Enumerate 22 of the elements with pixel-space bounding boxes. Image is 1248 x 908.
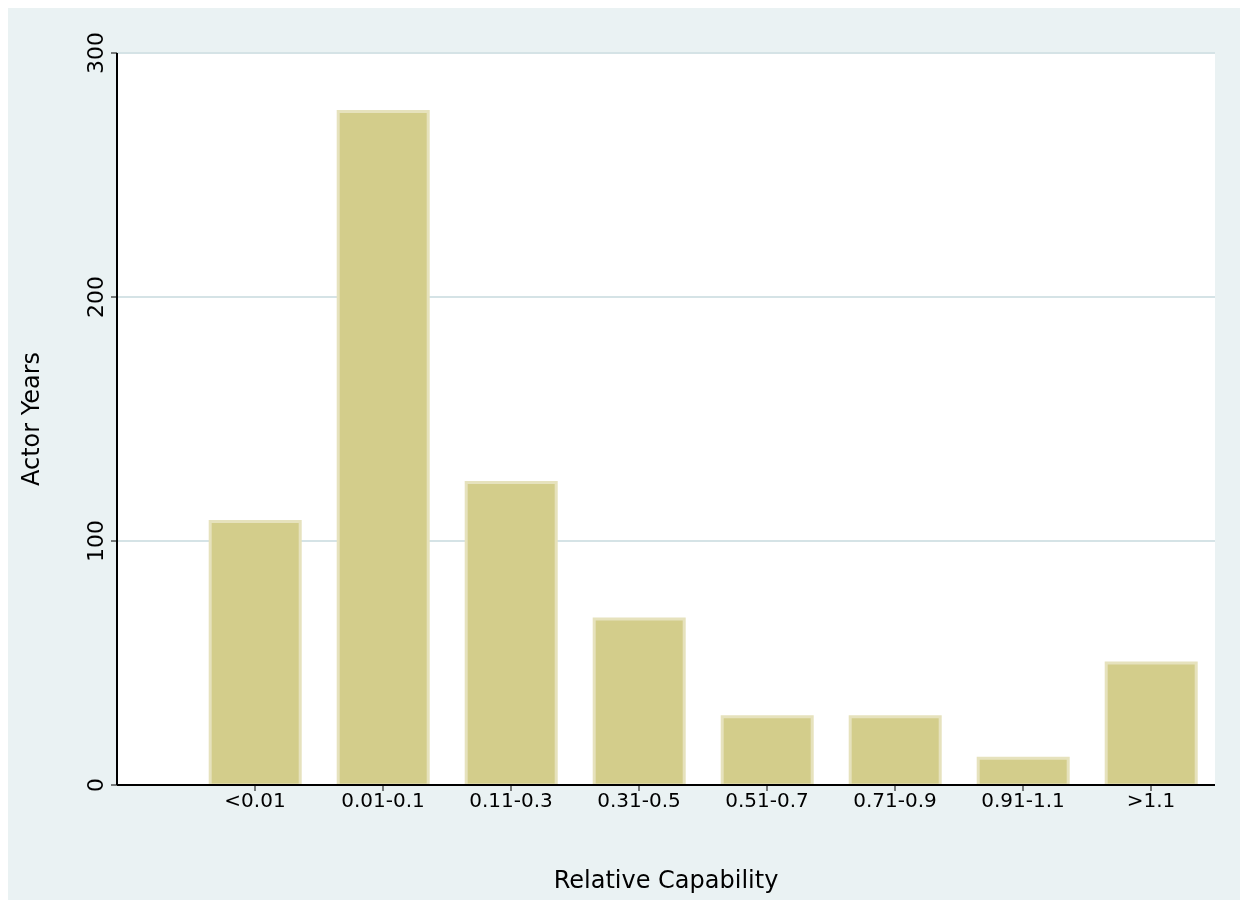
y-tick-label: 200 xyxy=(83,276,108,318)
x-tick-label: 0.51-0.7 xyxy=(725,788,809,813)
x-tick-label: 0.31-0.5 xyxy=(597,788,681,813)
bar xyxy=(464,480,558,785)
y-tick-label: 100 xyxy=(83,520,108,562)
bar xyxy=(976,756,1070,785)
x-tick-label: <0.01 xyxy=(224,788,286,813)
y-axis-title: Actor Years xyxy=(16,351,45,487)
x-axis-title: Relative Capability xyxy=(553,866,779,894)
bar xyxy=(592,617,686,785)
x-tick-label: 0.71-0.9 xyxy=(853,788,937,813)
y-tick-label: 0 xyxy=(83,778,108,792)
bar xyxy=(208,519,302,785)
bar xyxy=(848,715,942,785)
x-tick-label: >1.1 xyxy=(1126,788,1176,813)
bar xyxy=(1104,661,1198,785)
y-tick-label: 300 xyxy=(83,32,108,74)
bar xyxy=(720,715,814,785)
bar xyxy=(336,110,430,785)
x-tick-label: 0.91-1.1 xyxy=(981,788,1065,813)
x-tick-label: 0.11-0.3 xyxy=(469,788,553,813)
x-tick-label: 0.01-0.1 xyxy=(341,788,425,813)
